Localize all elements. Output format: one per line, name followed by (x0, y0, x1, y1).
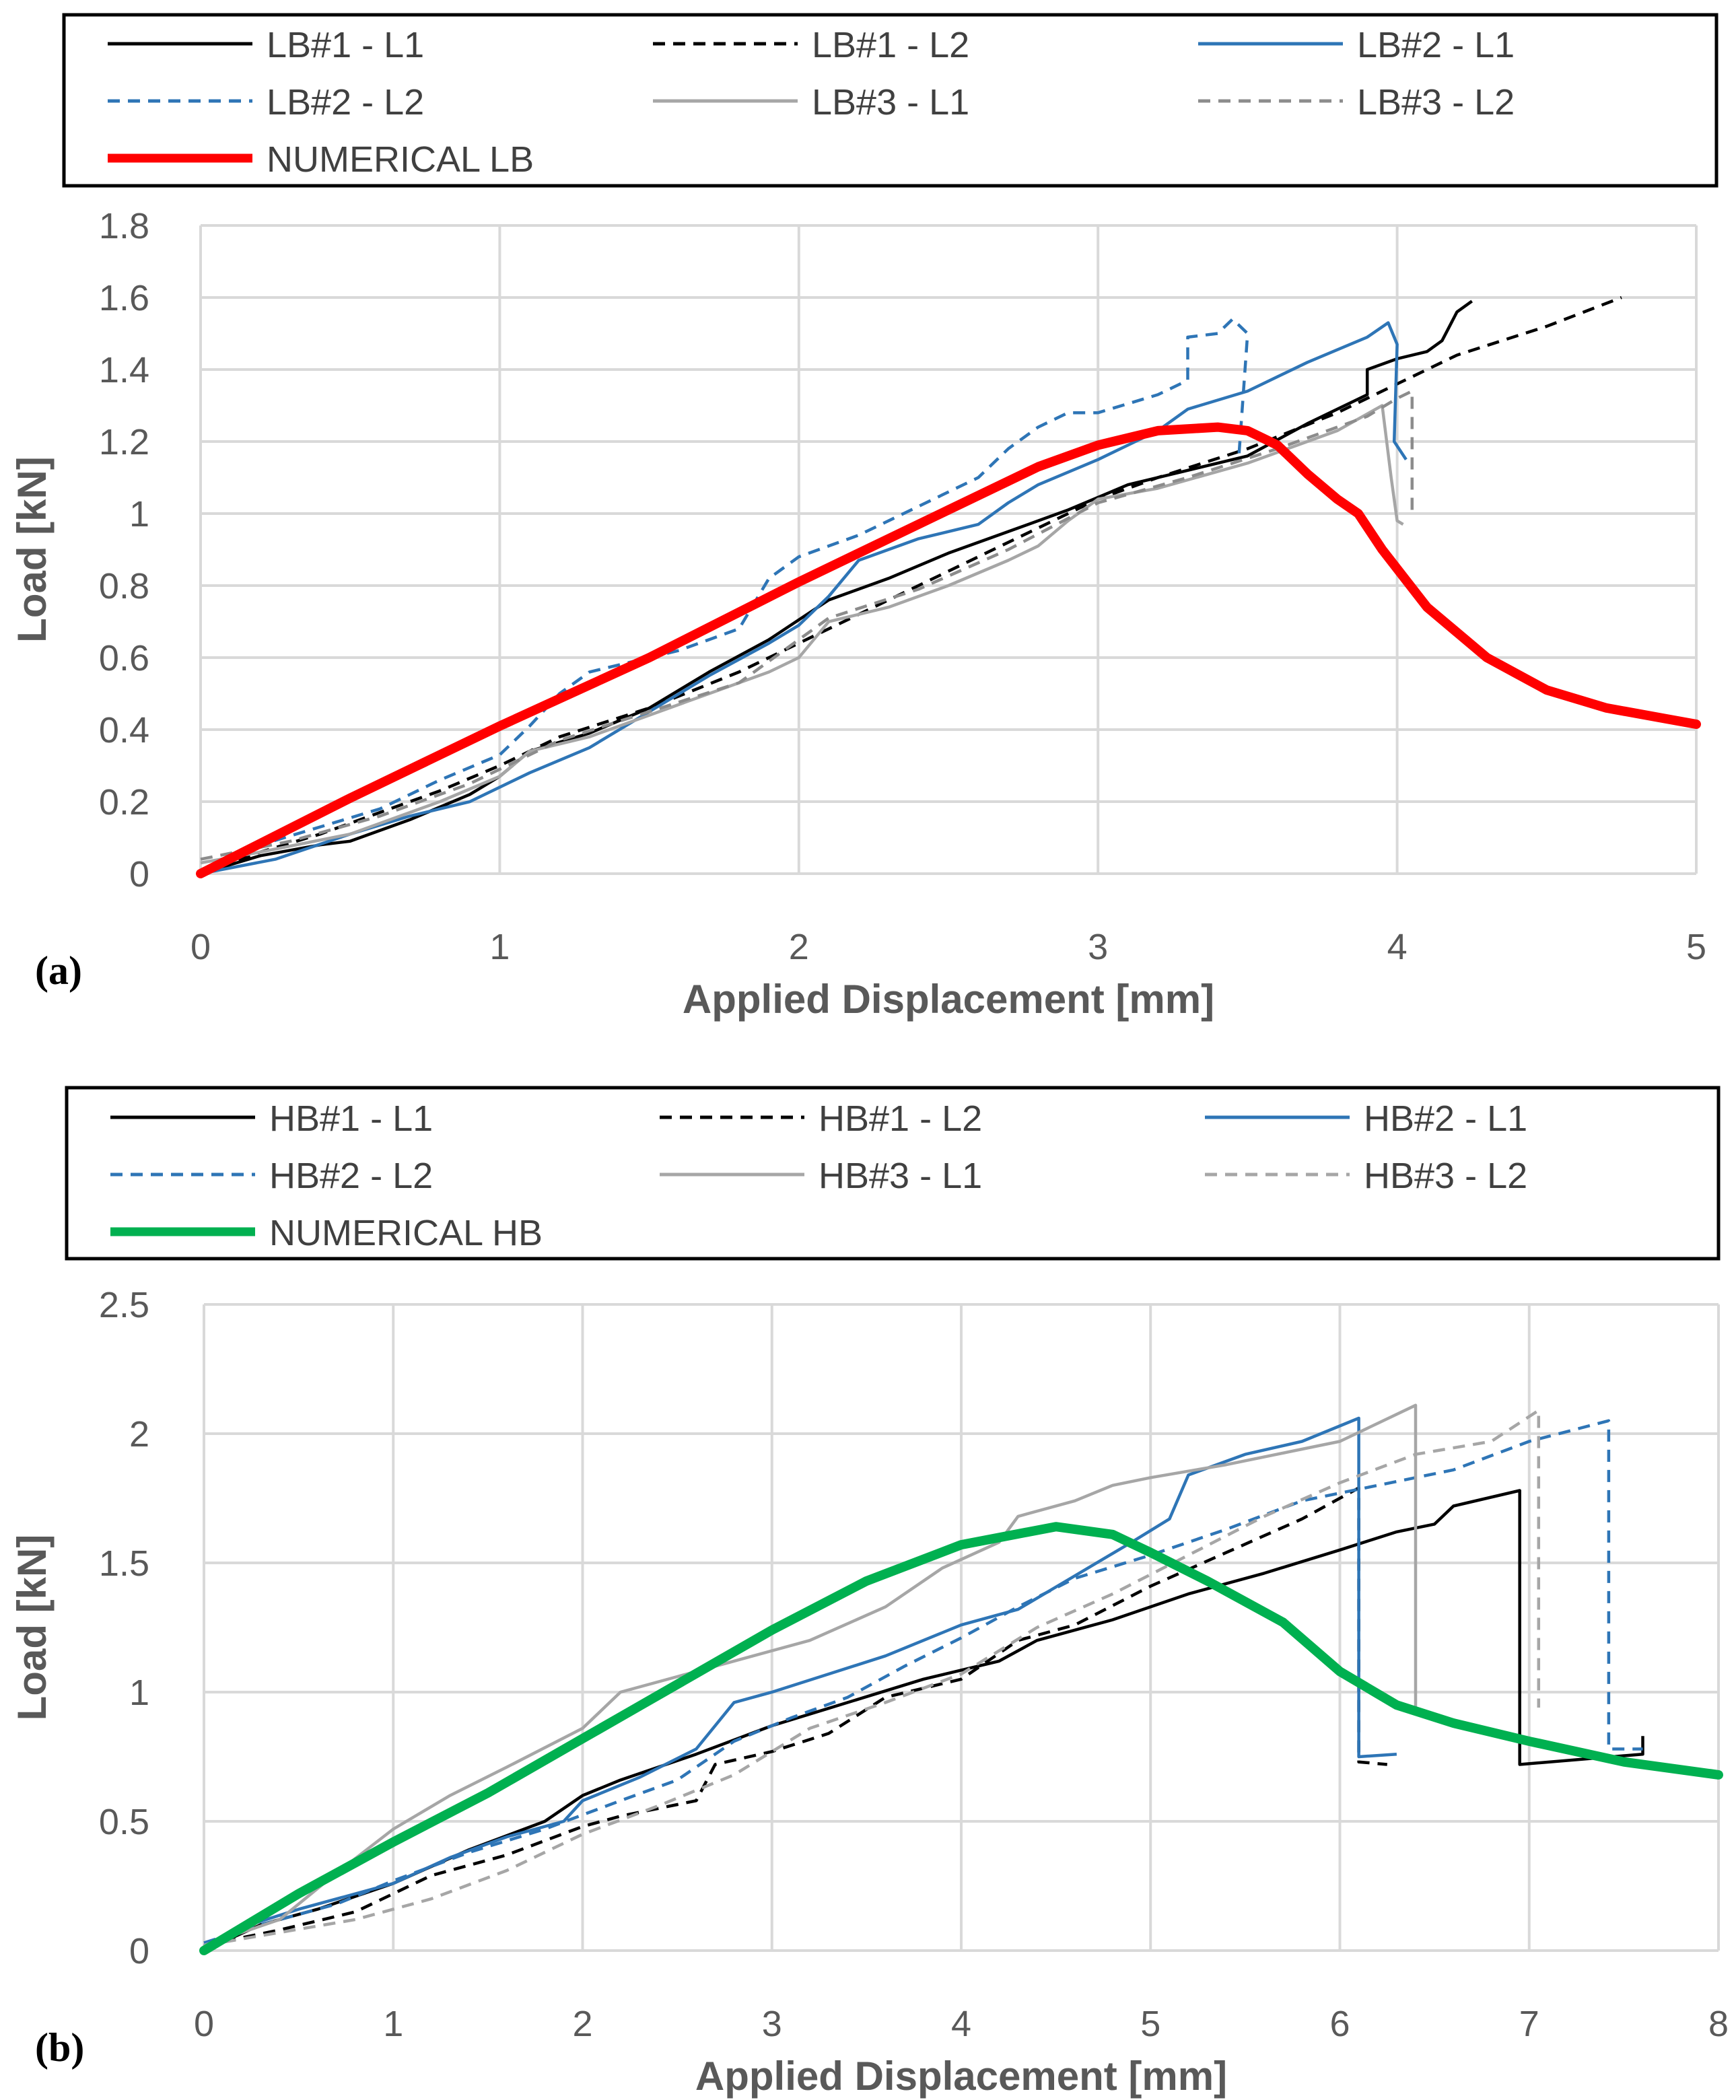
y-tick-label: 1 (129, 494, 149, 534)
y-tick-label: 1.2 (99, 422, 149, 462)
series-line-hb-3-l1 (203, 1403, 1418, 1947)
series-line-numerical-hb (199, 1522, 1723, 1955)
y-tick-label: 1.6 (99, 278, 149, 318)
legend-label: NUMERICAL HB (269, 1213, 543, 1253)
legend-label: HB#3 - L1 (819, 1156, 982, 1196)
x-axis-title: Applied Displacement [mm] (683, 977, 1214, 1022)
y-axis-title: Load [kN] (9, 1535, 55, 1721)
panel-label: (a) (35, 948, 82, 993)
series-line-hb-2-l2 (203, 1419, 1643, 1945)
y-tick-label: 0.4 (99, 710, 149, 750)
x-tick-label: 5 (1686, 927, 1706, 967)
legend-label: LB#1 - L1 (267, 25, 424, 65)
panel-label: (b) (35, 2025, 84, 2070)
legend-box (65, 1086, 1721, 1261)
y-tick-label: 1.4 (99, 350, 149, 390)
x-tick-label: 4 (951, 2004, 971, 2044)
legend-label: NUMERICAL LB (267, 139, 534, 180)
series-line-lb-2-l1 (200, 321, 1408, 876)
y-tick-label: 1 (129, 1673, 149, 1713)
legend-label: LB#2 - L2 (267, 82, 424, 123)
legend-label: HB#3 - L2 (1364, 1156, 1527, 1196)
x-tick-label: 0 (190, 927, 211, 967)
series-line-lb-3-l2 (200, 389, 1414, 861)
x-tick-label: 2 (572, 2004, 592, 2044)
y-axis-title: Load [kN] (9, 456, 55, 643)
x-tick-label: 7 (1519, 2004, 1539, 2044)
x-tick-label: 3 (762, 2004, 782, 2044)
legend-label: HB#1 - L2 (819, 1098, 982, 1139)
y-tick-label: 0 (129, 854, 149, 895)
y-tick-label: 1.8 (99, 206, 149, 246)
legend-label: HB#1 - L1 (269, 1098, 433, 1139)
legend-label: LB#3 - L1 (812, 82, 969, 123)
chart-panel-a: 0 1 2 3 4 5 0 0.2 0.4 0.6 0.8 1 1.2 1.4 1.6 1.8 Applied … (9, 13, 1718, 1022)
series-line-hb-2-l1 (203, 1416, 1397, 1947)
x-tick-label: 1 (489, 927, 510, 967)
series-line-numerical-lb (196, 422, 1701, 878)
x-tick-label: 4 (1387, 927, 1408, 967)
x-tick-label: 0 (194, 2004, 214, 2044)
x-tick-label: 1 (383, 2004, 403, 2044)
y-tick-label: 0.8 (99, 566, 149, 606)
x-tick-label: 5 (1140, 2004, 1160, 2044)
x-tick-label: 8 (1708, 2004, 1729, 2044)
x-tick-label: 3 (1088, 927, 1108, 967)
legend-label: LB#3 - L2 (1357, 82, 1515, 123)
series-line-lb-2-l2 (200, 317, 1249, 876)
series-line-lb-1-l2 (200, 295, 1622, 876)
legend-label: HB#2 - L2 (269, 1156, 433, 1196)
x-tick-label: 2 (789, 927, 809, 967)
y-tick-label: 2 (129, 1414, 149, 1455)
series-line-hb-1-l2 (203, 1486, 1388, 1947)
legend-label: HB#2 - L1 (1364, 1098, 1527, 1139)
y-tick-label: 0 (129, 1931, 149, 1971)
series-line-hb-3-l2 (203, 1409, 1541, 1947)
chart-panel-b: 0 1 2 3 4 5 6 7 8 0 0.5 1 1.5 2 2.5 Applied Displacemen… (9, 1086, 1729, 2099)
y-tick-label: 1.5 (99, 1543, 149, 1584)
y-tick-label: 0.6 (99, 638, 149, 678)
legend-box (62, 13, 1718, 188)
y-tick-label: 2.5 (99, 1285, 149, 1325)
y-tick-label: 0.2 (99, 782, 149, 823)
series-line-lb-3-l1 (200, 404, 1404, 865)
x-tick-label: 6 (1329, 2004, 1350, 2044)
y-tick-label: 0.5 (99, 1802, 149, 1842)
legend-label: LB#1 - L2 (812, 25, 969, 65)
series-line-lb-1-l1 (200, 300, 1473, 876)
legend-label: LB#2 - L1 (1357, 25, 1515, 65)
x-axis-title: Applied Displacement [mm] (695, 2054, 1227, 2099)
